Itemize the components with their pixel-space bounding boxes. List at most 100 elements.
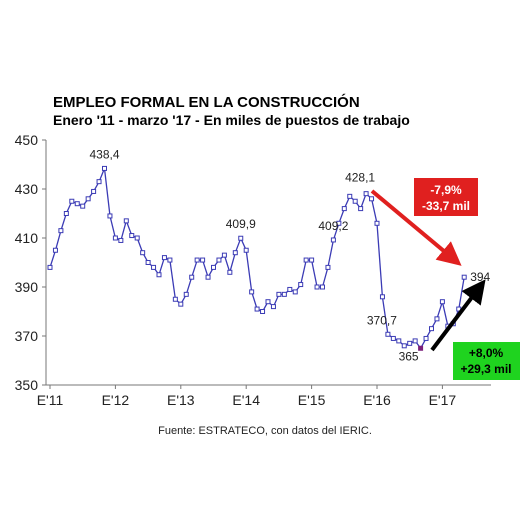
y-tick-label: 450: [15, 132, 39, 148]
data-point: [167, 257, 173, 263]
data-label: 365: [399, 349, 419, 363]
x-tick-label: E'11: [37, 392, 64, 408]
chart-source: Fuente: ESTRATECO, con datos del IERIC.: [158, 425, 372, 437]
data-point: [260, 309, 266, 314]
data-point: [189, 274, 195, 280]
x-tick-label: E'14: [232, 392, 260, 408]
data-point: [461, 274, 467, 280]
data-point: [276, 291, 282, 297]
data-point: [270, 304, 276, 310]
data-point: [52, 247, 58, 253]
data-point: [396, 338, 402, 344]
data-point: [145, 260, 151, 265]
data-point: [385, 331, 391, 337]
data-label: 409,2: [318, 219, 348, 233]
data-point: [129, 233, 135, 239]
data-point: [232, 250, 238, 256]
data-point: [325, 264, 331, 270]
data-point: [107, 213, 113, 219]
data-point: [423, 335, 429, 341]
data-point: [227, 269, 233, 275]
data-point: [330, 237, 336, 243]
data-point: [118, 237, 124, 243]
data-point: [216, 257, 222, 263]
x-tick-label: E'17: [429, 392, 457, 408]
data-point: [221, 252, 227, 258]
recovery-annotation-box: +8,0% +29,3 mil: [453, 342, 520, 380]
data-point: [205, 274, 211, 280]
data-point: [123, 218, 129, 224]
data-point: [85, 196, 91, 202]
data-point: [211, 264, 216, 270]
y-tick-label: 390: [15, 279, 39, 295]
recovery-amount-label: +29,3 mil: [460, 362, 511, 376]
data-point: [47, 264, 53, 270]
data-point: [298, 282, 304, 288]
data-label: 409,9: [226, 217, 256, 231]
data-point: [140, 250, 146, 256]
recovery-percent-label: +8,0%: [469, 346, 504, 360]
data-point: [439, 299, 445, 305]
data-point: [151, 264, 157, 270]
data-point: [91, 188, 97, 194]
data-point: [336, 220, 342, 226]
decline-arrow: [370, 189, 462, 266]
data-point: [374, 220, 380, 226]
highlighted-data-point: [418, 345, 424, 351]
y-tick-label: 430: [15, 181, 39, 197]
data-point: [429, 326, 434, 332]
y-tick-label: 370: [15, 328, 39, 344]
data-point: [347, 193, 353, 199]
data-point: [134, 235, 140, 241]
x-tick-labels: E'11 E'12 E'13 E'14 E'15 E'16 E'17: [37, 385, 457, 408]
data-point: [265, 299, 271, 305]
data-point: [69, 198, 75, 204]
data-point-markers: [47, 165, 467, 351]
data-label: 394: [470, 270, 490, 284]
y-tick-labels: 350 370 390 410 430 450: [15, 132, 46, 393]
x-tick-label: E'16: [363, 392, 391, 408]
y-tick-label: 350: [15, 377, 39, 393]
data-point: [281, 291, 287, 297]
data-point: [303, 257, 309, 263]
data-point: [341, 206, 347, 212]
data-point: [401, 343, 407, 349]
decline-annotation-box: -7,9% -33,7 mil: [414, 178, 478, 216]
data-label: 438,4: [89, 147, 119, 161]
data-point: [352, 198, 358, 204]
x-tick-label: E'15: [298, 392, 326, 408]
data-point: [112, 235, 118, 241]
data-point: [314, 284, 320, 290]
data-point: [358, 206, 364, 212]
data-point: [96, 179, 102, 185]
data-point: [309, 257, 315, 263]
data-point: [172, 296, 178, 302]
data-label: 370,7: [367, 313, 397, 327]
recovery-arrow: [430, 279, 486, 352]
data-point: [407, 340, 413, 346]
decline-percent-label: -7,9%: [430, 183, 462, 197]
data-point: [412, 338, 418, 344]
data-labels: 438,4 409,9 409,2 428,1 370,7 365 394: [89, 147, 490, 363]
data-point: [379, 294, 385, 300]
data-point: [238, 235, 244, 241]
y-tick-label: 410: [15, 230, 39, 246]
decline-amount-label: -33,7 mil: [422, 199, 470, 213]
chart-subtitle: Enero '11 - marzo '17 - En miles de pues…: [53, 112, 410, 128]
data-point: [194, 257, 200, 263]
chart-title: EMPLEO FORMAL EN LA CONSTRUCCIÓN: [53, 93, 360, 111]
data-point: [320, 284, 325, 290]
data-label: 428,1: [345, 171, 375, 185]
data-point: [287, 286, 293, 292]
data-point: [178, 301, 184, 307]
data-point: [200, 257, 206, 263]
data-point: [74, 201, 80, 207]
data-point: [292, 289, 298, 295]
data-point: [58, 228, 64, 234]
data-point: [249, 289, 255, 295]
data-point: [254, 306, 260, 312]
data-point: [80, 203, 86, 209]
data-point: [369, 196, 375, 202]
data-point: [434, 316, 440, 322]
